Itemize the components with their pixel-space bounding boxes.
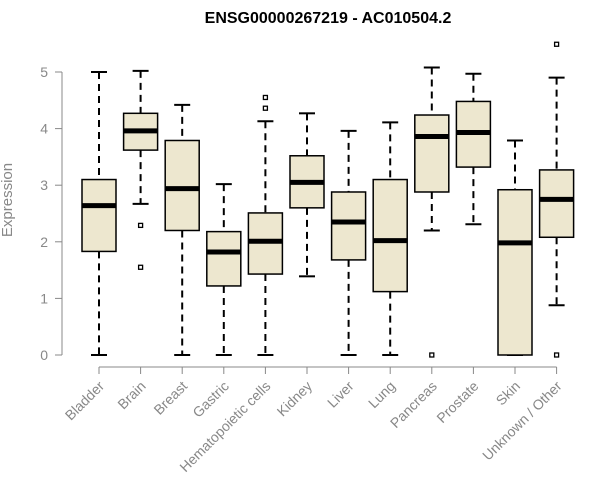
- box-lung: [372, 121, 408, 356]
- x-tick-label: Lung: [365, 378, 398, 411]
- iqr-box: [330, 191, 367, 261]
- outlier-point: [262, 94, 269, 101]
- x-tick-label: Bladder: [62, 378, 108, 424]
- box-liver: [330, 129, 367, 356]
- boxes: [81, 41, 575, 358]
- y-axis-label: Expression: [0, 163, 16, 237]
- y-tick-label: 0: [40, 347, 48, 363]
- y-tick-label: 1: [40, 290, 48, 306]
- x-tick-label: Skin: [493, 378, 524, 409]
- x-tick-label: Unknown / Other: [479, 378, 565, 464]
- box-gastric: [206, 183, 242, 356]
- x-tick-label: Breast: [150, 378, 190, 418]
- iqr-box: [497, 188, 533, 356]
- y-tick-label: 2: [40, 234, 48, 250]
- box-prostate: [455, 72, 492, 226]
- chart-title: ENSG00000267219 - AC010504.2: [205, 10, 452, 27]
- x-tick-label: Liver: [324, 378, 357, 411]
- iqr-box: [372, 178, 408, 293]
- box-hematopoietic-cells: [247, 94, 284, 356]
- y-axis: 0 1 2 3 4 5: [40, 64, 63, 363]
- iqr-box: [414, 114, 450, 193]
- outlier-point: [137, 264, 144, 270]
- outlier-point: [262, 105, 269, 111]
- outlier-point: [553, 41, 560, 47]
- box-unknown-other: [538, 41, 575, 358]
- box-pancreas: [414, 66, 450, 358]
- y-tick-label: 4: [40, 121, 48, 137]
- box-kidney: [289, 112, 325, 278]
- box-brain: [122, 69, 159, 270]
- outlier-point: [553, 352, 560, 358]
- y-tick-label: 5: [40, 64, 48, 80]
- box-bladder: [81, 71, 117, 356]
- outlier-point: [429, 352, 435, 358]
- y-tick-label: 3: [40, 177, 48, 193]
- iqr-box: [81, 178, 117, 253]
- box-skin: [497, 139, 533, 356]
- x-tick-label: Prostate: [433, 378, 481, 426]
- iqr-box: [538, 169, 575, 239]
- x-tick-label: Brain: [114, 378, 148, 412]
- x-tick-label: Kidney: [274, 378, 316, 420]
- outlier-point: [137, 222, 144, 229]
- iqr-box: [206, 230, 242, 287]
- iqr-box: [164, 139, 200, 232]
- box-breast: [164, 103, 200, 356]
